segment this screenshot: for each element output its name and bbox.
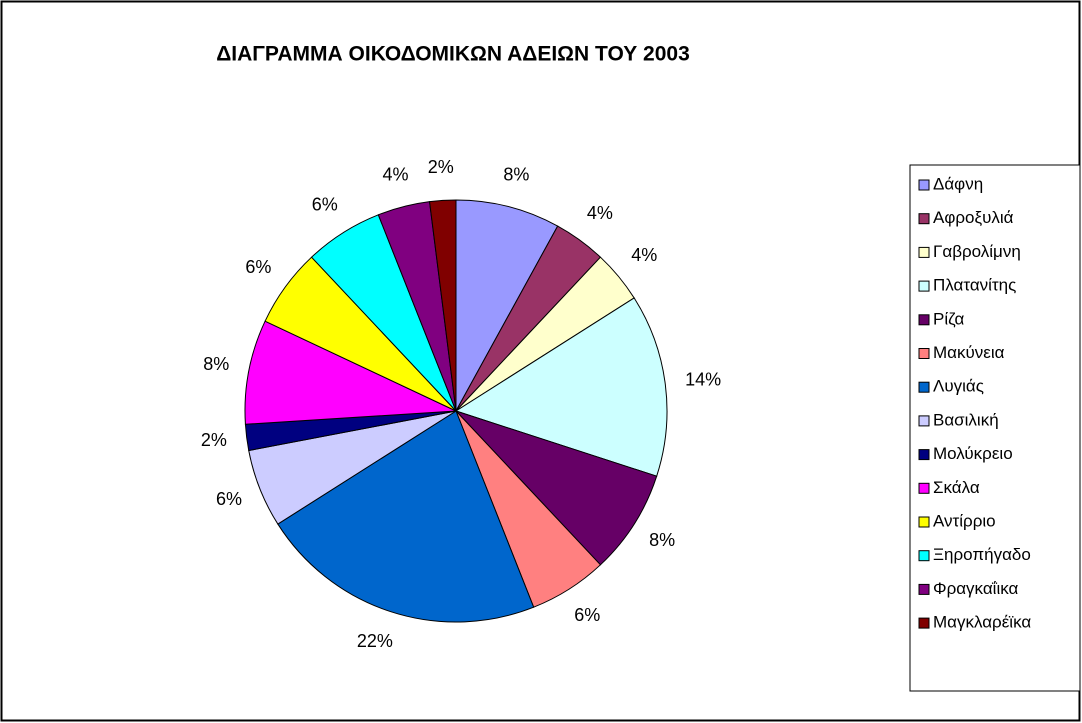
data-label: 14% (685, 369, 721, 389)
legend-label: Αφροξυλιά (933, 208, 1014, 227)
chart-title: ΔΙΑΓΡΑΜΜΑ ΟΙΚΟΔΟΜΙΚΩΝ ΑΔΕΙΩΝ ΤΟΥ 2003 (216, 43, 690, 66)
legend-label: Πλατανίτης (933, 276, 1016, 295)
legend-label: Λυγιάς (933, 377, 984, 396)
pie-slice (244, 320, 457, 425)
data-label: 4% (587, 203, 613, 223)
legend-swatch (918, 583, 930, 595)
data-label: 2% (428, 157, 454, 177)
legend-label: Ξηροπήγαδο (933, 545, 1031, 564)
legend-label: Ρίζα (933, 309, 964, 328)
data-label: 6% (574, 605, 600, 625)
data-label: 4% (383, 164, 409, 184)
legend-label: Φραγκαΐικα (933, 579, 1019, 598)
legend-swatch (918, 381, 930, 393)
legend-swatch (918, 550, 930, 562)
legend-label: Γαβρολίμνη (933, 242, 1021, 261)
legend-swatch (918, 280, 930, 292)
data-label: 6% (245, 257, 271, 277)
legend-label: Μαγκλαρέϊκα (933, 613, 1031, 632)
pie-slice (277, 410, 535, 623)
data-label: 8% (503, 164, 529, 184)
data-label: 6% (216, 489, 242, 509)
legend-swatch (918, 516, 930, 528)
legend-swatch (918, 246, 930, 258)
legend-swatch (918, 449, 930, 461)
pie-slice (455, 410, 658, 566)
legend-swatch (918, 348, 930, 359)
legend-swatch (918, 314, 930, 326)
data-label: 8% (649, 530, 675, 550)
pie-slice (428, 199, 457, 412)
legend-swatch (918, 617, 930, 629)
legend-label: Βασιλική (933, 410, 999, 429)
legend-label: Μακύνεια (933, 343, 1005, 362)
legend-label: Δάφνη (933, 174, 983, 193)
pie-slice (455, 199, 559, 412)
legend-box (909, 164, 1081, 692)
data-label: 2% (201, 430, 227, 450)
legend-swatch (918, 213, 930, 225)
legend-swatch (918, 415, 930, 427)
legend-label: Σκάλα (933, 478, 980, 497)
legend-label: Αντίρριο (933, 511, 996, 530)
data-label: 6% (312, 195, 338, 215)
data-label: 8% (203, 354, 229, 374)
pie-slice (454, 297, 668, 477)
legend-label: Μολύκρειο (933, 444, 1013, 463)
legend-swatch (918, 482, 930, 494)
data-label: 4% (631, 245, 657, 265)
data-label: 22% (357, 631, 393, 651)
legend-swatch (918, 179, 930, 191)
